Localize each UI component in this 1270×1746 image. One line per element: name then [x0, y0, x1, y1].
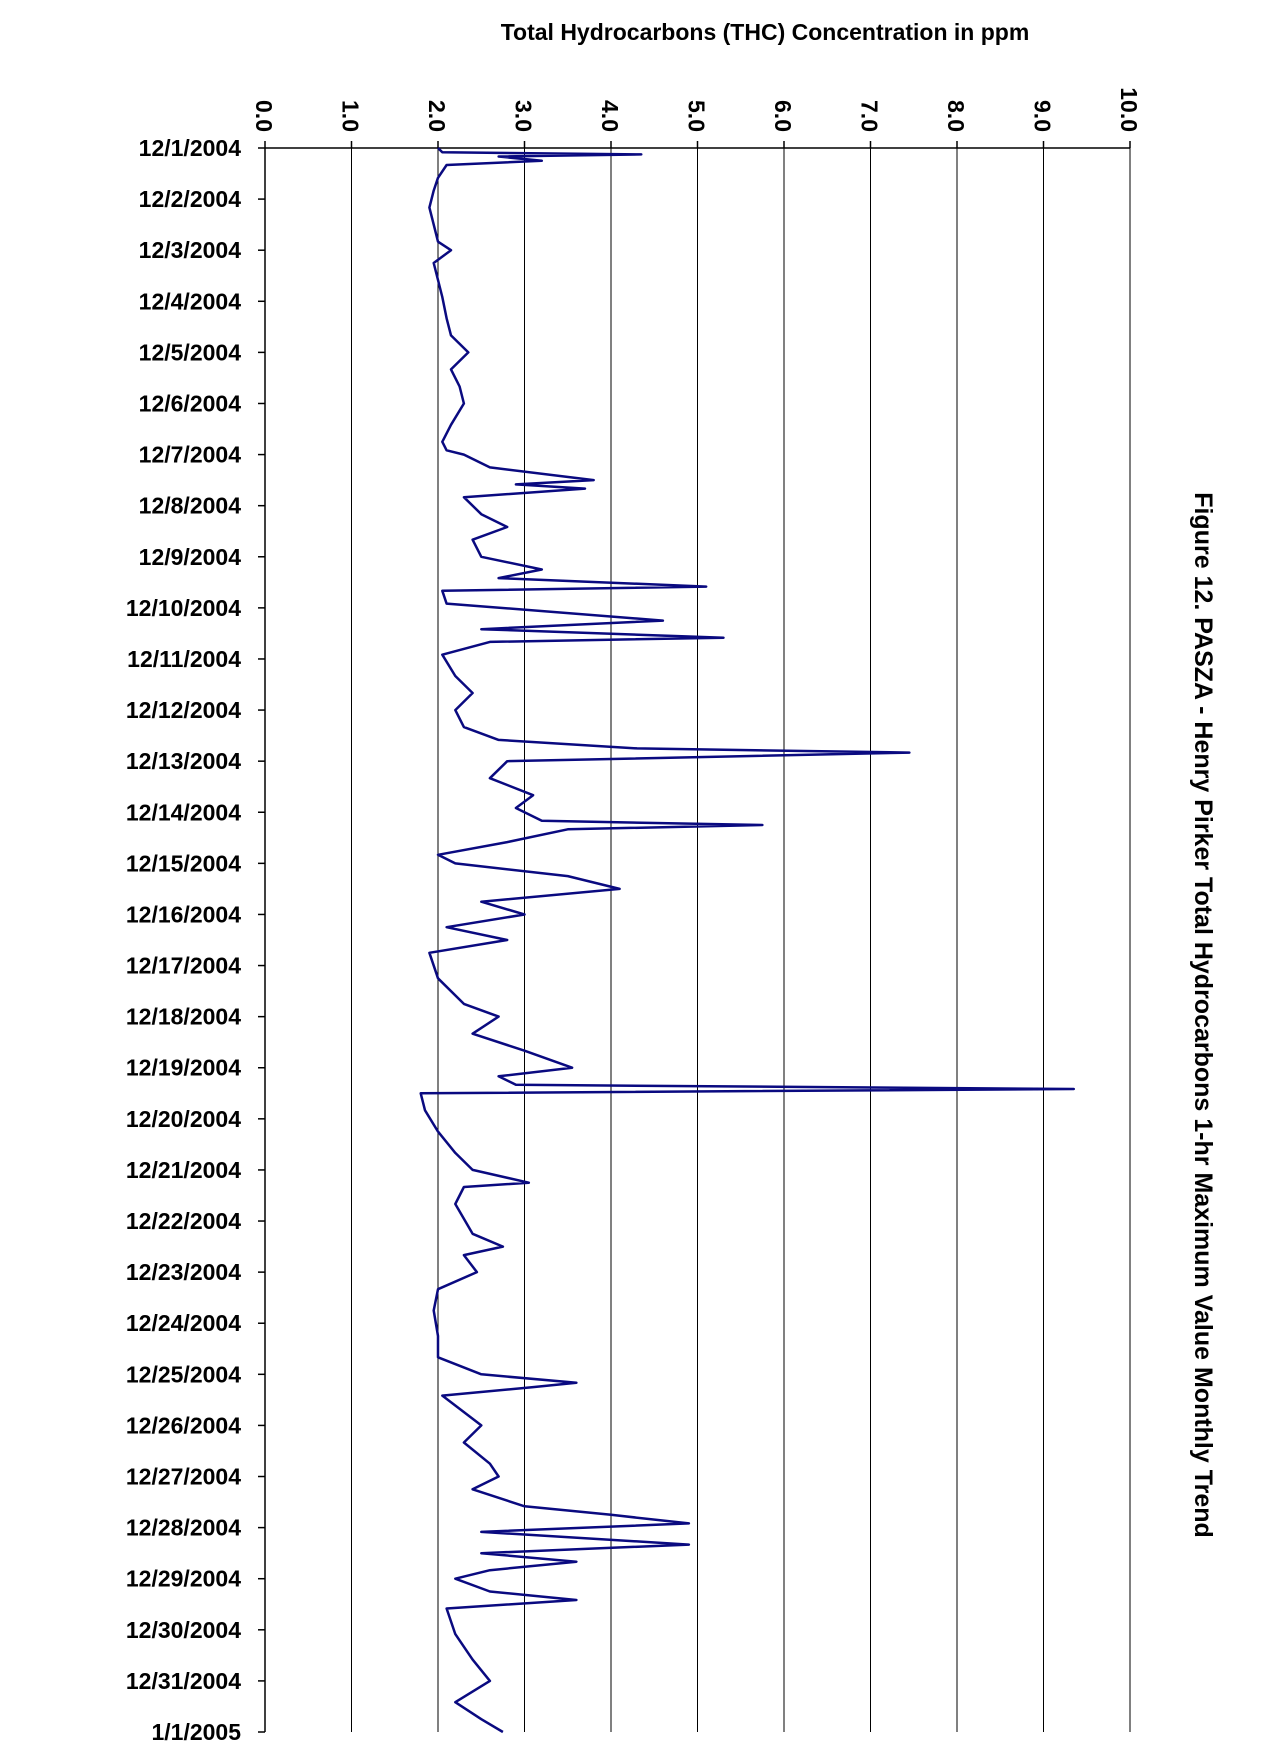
date-tick-label: 12/25/2004	[126, 1361, 241, 1387]
date-tick-label: 12/21/2004	[126, 1157, 241, 1183]
date-tick-label: 12/20/2004	[126, 1106, 241, 1132]
date-tick-label: 12/16/2004	[126, 901, 241, 927]
chart-title: Figure 12. PASZA - Henry Pirker Total Hy…	[1189, 492, 1217, 1538]
date-tick-label: 12/31/2004	[126, 1668, 241, 1694]
value-axis-title: Total Hydrocarbons (THC) Concentration i…	[501, 19, 1030, 45]
date-tick-label: 12/22/2004	[126, 1208, 241, 1234]
date-tick-label: 12/23/2004	[126, 1259, 241, 1285]
value-tick-label: 2.0	[424, 100, 450, 132]
date-tick-label: 12/13/2004	[126, 748, 241, 774]
value-tick-label: 1.0	[338, 100, 364, 132]
date-tick-label: 12/19/2004	[126, 1055, 241, 1081]
value-tick-label: 5.0	[684, 100, 710, 132]
date-tick-label: 12/24/2004	[126, 1310, 241, 1336]
date-tick-label: 12/9/2004	[139, 544, 242, 570]
value-tick-label: 9.0	[1030, 100, 1056, 132]
date-tick-label: 12/10/2004	[126, 595, 241, 621]
value-tick-label: 4.0	[597, 100, 623, 132]
date-tick-label: 12/12/2004	[126, 697, 241, 723]
date-tick-label: 12/28/2004	[126, 1515, 241, 1541]
date-tick-label: 1/1/2005	[151, 1719, 241, 1745]
date-tick-label: 12/11/2004	[127, 646, 241, 672]
date-tick-label: 12/1/2004	[139, 135, 242, 161]
value-tick-label: 10.0	[1116, 87, 1142, 132]
date-tick-label: 12/17/2004	[126, 953, 241, 979]
value-tick-label: 6.0	[770, 100, 796, 132]
date-tick-label: 12/5/2004	[139, 339, 242, 365]
value-tick-label: 7.0	[857, 100, 883, 132]
gridlines	[352, 148, 1131, 1732]
value-tick-label: 8.0	[943, 100, 969, 132]
date-tick-label: 12/8/2004	[139, 493, 242, 519]
date-tick-label: 12/14/2004	[126, 799, 241, 825]
date-tick-label: 12/15/2004	[126, 850, 241, 876]
date-tick-label: 12/2/2004	[139, 186, 242, 212]
value-tick-label: 3.0	[511, 100, 537, 132]
value-tick-labels: 0.0 1.0 2.0 3.0 4.0 5.0 6.0 7.0 8.0 9.0 10.0	[251, 87, 1142, 132]
date-tick-labels: 12/1/2004 12/2/2004 12/3/2004 12/4/2004 12/5…	[126, 135, 241, 1745]
date-tick-label: 12/18/2004	[126, 1004, 241, 1030]
thc-series-line	[421, 148, 1074, 1732]
date-tick-label: 12/4/2004	[139, 288, 242, 314]
date-tick-label: 12/29/2004	[126, 1566, 241, 1592]
date-tick-label: 12/6/2004	[139, 390, 242, 416]
date-tick-label: 12/7/2004	[139, 442, 242, 468]
date-tick-label: 12/26/2004	[126, 1412, 241, 1438]
date-tick-label: 12/30/2004	[126, 1617, 241, 1643]
date-tick-label: 12/3/2004	[139, 237, 242, 263]
value-tick-label: 0.0	[251, 100, 277, 132]
axes	[258, 141, 1130, 1732]
date-tick-label: 12/27/2004	[126, 1464, 241, 1490]
